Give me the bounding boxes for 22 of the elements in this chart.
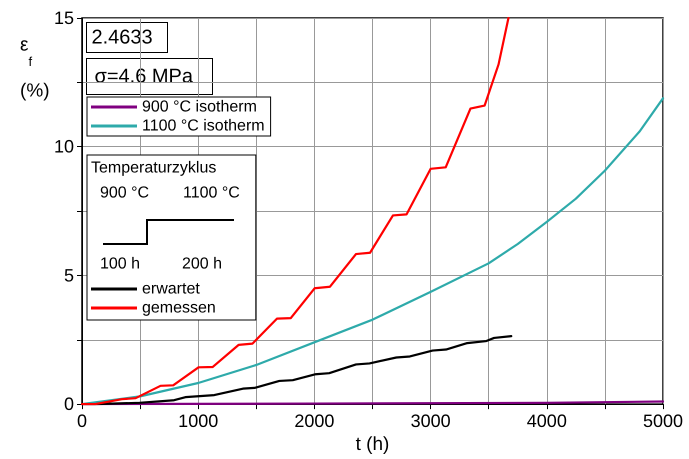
- x-tick-label: 1000: [178, 411, 218, 432]
- annotation: 200 h: [182, 256, 222, 272]
- x-tick-label: 0: [76, 411, 88, 432]
- annotation: 100 h: [100, 256, 140, 272]
- legend-label: erwartet: [142, 280, 200, 298]
- x-axis-title: t (h): [356, 434, 390, 455]
- x-tick-label: 5000: [642, 411, 684, 432]
- annotation: Temperaturzyklus: [91, 160, 216, 176]
- legend-label: 1100 °C isotherm: [142, 118, 265, 134]
- y-tick-label: 0: [64, 394, 74, 414]
- x-tick-label: 2000: [294, 411, 334, 432]
- y-tick-label: 10: [54, 136, 74, 157]
- legend-label: gemessen: [142, 300, 216, 316]
- annotation: 1100 °C: [183, 184, 240, 202]
- y-tick-label: 15: [54, 8, 74, 28]
- annotation: 2.4633: [92, 26, 153, 48]
- y-tick-label: 5: [64, 265, 74, 286]
- y-axis-title: εf (%): [20, 34, 50, 102]
- legend-label: 900 °C isotherm: [142, 98, 257, 116]
- x-tick-label: 3000: [410, 411, 451, 432]
- annotation: 900 °C: [100, 184, 150, 202]
- x-tick-label: 4000: [526, 411, 567, 432]
